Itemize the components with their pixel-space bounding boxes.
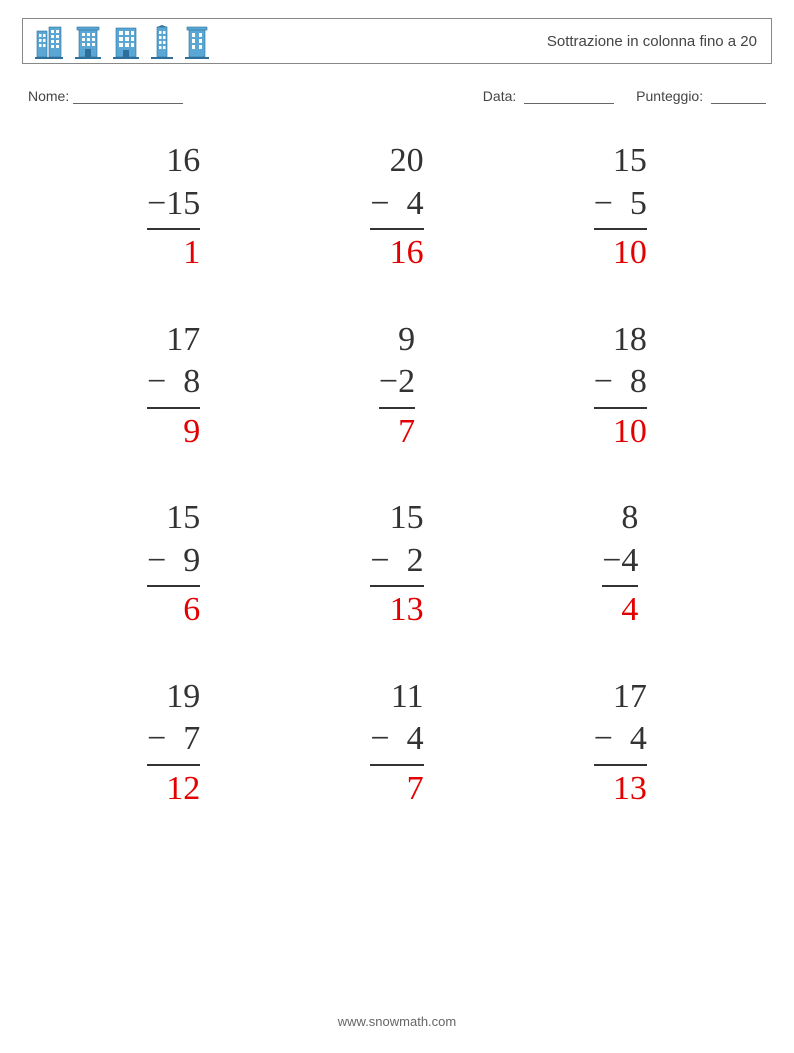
- subtrahend-row: − 8: [147, 361, 200, 404]
- answer: 12: [147, 768, 200, 811]
- minuend: 17: [147, 319, 200, 362]
- minuend: 9: [379, 319, 415, 362]
- answer: 13: [594, 768, 647, 811]
- footer-url: www.snowmath.com: [0, 1014, 794, 1029]
- subtraction-problem: 9−2 7: [285, 319, 508, 454]
- score-blank[interactable]: [711, 88, 766, 104]
- subtrahend-row: −4: [602, 540, 638, 583]
- subtraction-problem: 15− 5 10: [509, 140, 732, 275]
- answer: 1: [147, 232, 200, 275]
- info-row: Nome: Data: Punteggio:: [22, 88, 772, 104]
- minuend: 18: [594, 319, 647, 362]
- building-icon: [149, 25, 175, 59]
- score-label: Punteggio:: [636, 88, 703, 104]
- subtrahend-row: − 4: [370, 183, 423, 226]
- score-field: Punteggio:: [636, 88, 766, 104]
- date-label: Data:: [483, 88, 516, 104]
- subtraction-problem: 16−15 1: [62, 140, 285, 275]
- minuend: 16: [147, 140, 200, 183]
- minuend: 15: [370, 497, 423, 540]
- date-blank[interactable]: [524, 88, 614, 104]
- building-icon: [111, 25, 141, 59]
- problem-rule: [147, 764, 200, 766]
- answer: 6: [147, 589, 200, 632]
- answer: 16: [370, 232, 423, 275]
- minuend: 11: [370, 676, 423, 719]
- minuend: 20: [370, 140, 423, 183]
- problem-rule: [370, 585, 423, 587]
- problem-rule: [594, 407, 647, 409]
- buildings-icon-row: [33, 19, 211, 63]
- problem-rule: [594, 228, 647, 230]
- subtrahend-row: −15: [147, 183, 200, 226]
- subtraction-problem: 18− 8 10: [509, 319, 732, 454]
- minuend: 8: [602, 497, 638, 540]
- subtraction-problem: 8−4 4: [509, 497, 732, 632]
- problem-rule: [370, 228, 423, 230]
- problem-rule: [379, 407, 415, 409]
- minuend: 15: [594, 140, 647, 183]
- answer: 10: [594, 411, 647, 454]
- subtraction-problem: 19− 7 12: [62, 676, 285, 811]
- subtraction-problem: 11− 4 7: [285, 676, 508, 811]
- name-label: Nome:: [28, 88, 69, 104]
- subtraction-problem: 15− 9 6: [62, 497, 285, 632]
- problem-rule: [147, 407, 200, 409]
- minuend: 17: [594, 676, 647, 719]
- subtrahend-row: − 8: [594, 361, 647, 404]
- subtrahend-row: − 9: [147, 540, 200, 583]
- worksheet-title: Sottrazione in colonna fino a 20: [547, 33, 757, 50]
- subtraction-problem: 15− 2 13: [285, 497, 508, 632]
- answer: 9: [147, 411, 200, 454]
- problem-rule: [147, 228, 200, 230]
- subtrahend-row: − 5: [594, 183, 647, 226]
- answer: 4: [602, 589, 638, 632]
- header-box: Sottrazione in colonna fino a 20: [22, 18, 772, 64]
- subtrahend-row: − 4: [370, 718, 423, 761]
- answer: 7: [370, 768, 423, 811]
- name-blank[interactable]: [73, 88, 183, 104]
- minuend: 19: [147, 676, 200, 719]
- problem-rule: [147, 585, 200, 587]
- problem-rule: [594, 764, 647, 766]
- worksheet-page: Sottrazione in colonna fino a 20 Nome: D…: [0, 0, 794, 1053]
- building-icon: [183, 25, 211, 59]
- subtraction-problem: 20− 4 16: [285, 140, 508, 275]
- subtrahend-row: −2: [379, 361, 415, 404]
- date-field: Data:: [483, 88, 614, 104]
- problem-rule: [370, 764, 423, 766]
- subtrahend-row: − 2: [370, 540, 423, 583]
- subtraction-problem: 17− 4 13: [509, 676, 732, 811]
- subtrahend-row: − 4: [594, 718, 647, 761]
- minuend: 15: [147, 497, 200, 540]
- name-field: Nome:: [28, 88, 183, 104]
- problems-grid: 16−15 1 20− 4 16 15− 5 10 17− 8 9 9−2 7 …: [22, 140, 772, 810]
- problem-rule: [602, 585, 638, 587]
- answer: 13: [370, 589, 423, 632]
- answer: 7: [379, 411, 415, 454]
- subtraction-problem: 17− 8 9: [62, 319, 285, 454]
- subtrahend-row: − 7: [147, 718, 200, 761]
- answer: 10: [594, 232, 647, 275]
- building-icon: [33, 25, 65, 59]
- building-icon: [73, 25, 103, 59]
